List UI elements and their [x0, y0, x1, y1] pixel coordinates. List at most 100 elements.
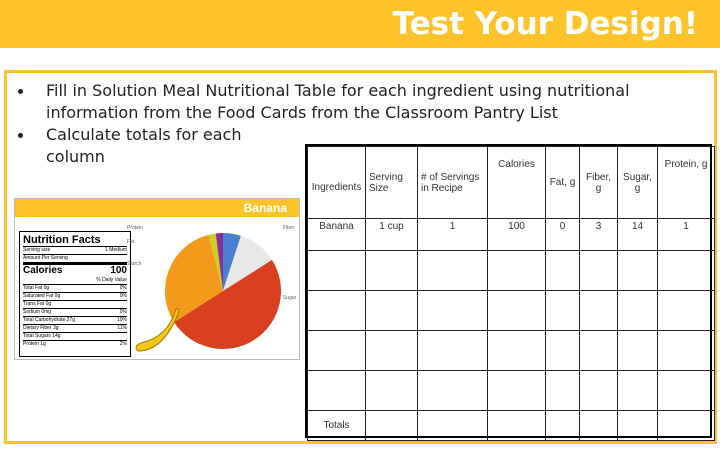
empty-cell[interactable]	[365, 330, 418, 371]
empty-cell[interactable]	[657, 330, 715, 371]
empty-cell[interactable]	[487, 290, 546, 331]
empty-cell[interactable]	[617, 410, 658, 441]
empty-cell[interactable]	[617, 370, 658, 411]
pie-slice-protein	[223, 233, 241, 291]
empty-cell[interactable]	[417, 290, 488, 331]
pie-label-protein: Protein	[127, 225, 143, 231]
cell-calories[interactable]: 100	[487, 218, 546, 251]
empty-cell[interactable]	[617, 290, 658, 331]
cell-fiber[interactable]: 3	[579, 218, 618, 251]
empty-cell[interactable]	[365, 370, 418, 411]
table-row	[307, 370, 715, 411]
pie-slice-fat	[208, 233, 223, 291]
table-row	[307, 330, 715, 371]
empty-cell[interactable]	[365, 250, 418, 291]
nutrient-label: Total Carbohydrate 27g	[23, 317, 75, 323]
header-bar: Test Your Design!	[0, 0, 720, 48]
nutrition-facts-heading: Nutrition Facts	[23, 234, 127, 247]
nutrient-value: 11%	[117, 325, 127, 331]
pie-label-fat: Fat	[127, 239, 135, 245]
empty-cell[interactable]	[487, 250, 546, 291]
cell-servings[interactable]: 1	[417, 218, 488, 251]
nutrient-rows: Total Fat 0g 0% Saturated Fat 0g 0% Trans Fa…	[23, 284, 127, 348]
nutrition-facts-label: Nutrition Facts Serving size 1 Medium Am…	[19, 231, 131, 357]
cell-fat[interactable]: 0	[545, 218, 580, 251]
empty-cell[interactable]	[417, 250, 488, 291]
table-row	[307, 290, 715, 331]
empty-cell[interactable]	[579, 330, 618, 371]
cell-protein[interactable]: 1	[657, 218, 715, 251]
empty-cell[interactable]	[365, 290, 418, 331]
content-frame	[4, 70, 717, 444]
empty-cell[interactable]	[579, 290, 618, 331]
empty-cell[interactable]	[579, 370, 618, 411]
cell-sugar[interactable]: 14	[617, 218, 658, 251]
pie-slice-starch	[165, 234, 223, 323]
nutrient-value: 2%	[119, 341, 127, 347]
cell-serving-size[interactable]: 1 cup	[365, 218, 418, 251]
col-calories: Calories	[487, 146, 546, 219]
empty-cell[interactable]	[307, 330, 366, 371]
empty-cell[interactable]	[545, 250, 580, 291]
empty-cell[interactable]	[545, 290, 580, 331]
food-card-title: Banana	[243, 201, 287, 215]
empty-cell[interactable]	[545, 370, 580, 411]
empty-cell[interactable]	[487, 330, 546, 371]
nutrient-label: Total Fat 0g	[23, 285, 50, 291]
empty-cell[interactable]	[487, 370, 546, 411]
empty-cell[interactable]	[417, 330, 488, 371]
nutrient-value: 0%	[119, 309, 127, 315]
pie-slice-other	[215, 233, 223, 291]
totals-row: Totals	[307, 410, 715, 441]
instruction-item: Calculate totals for each column	[14, 124, 284, 168]
amount-label: Amount Per Serving	[23, 255, 68, 261]
pie-slice-fiber	[223, 235, 272, 291]
empty-cell[interactable]	[417, 370, 488, 411]
empty-cell[interactable]	[307, 370, 366, 411]
empty-cell[interactable]	[545, 410, 580, 441]
nutrition-table: Ingredients Serving Size # of Servings i…	[305, 144, 715, 441]
col-fiber: Fiber, g	[579, 146, 618, 219]
serving-size-value: 1 Medium	[105, 247, 127, 253]
empty-cell[interactable]	[657, 410, 715, 441]
empty-cell[interactable]	[307, 250, 366, 291]
table-row: Banana 1 cup 1 100 0 3 14 1	[307, 218, 715, 251]
calories-row: Calories 100	[23, 262, 127, 277]
empty-cell[interactable]	[417, 410, 488, 441]
empty-cell[interactable]	[617, 250, 658, 291]
empty-cell[interactable]	[545, 330, 580, 371]
divider	[23, 254, 127, 255]
calories-value: 100	[110, 265, 127, 276]
banana-icon	[135, 308, 180, 352]
nutrient-label: Total Sugars 14g	[23, 333, 61, 339]
empty-cell[interactable]	[307, 290, 366, 331]
amount-row: Amount Per Serving	[23, 255, 127, 262]
empty-cell[interactable]	[487, 410, 546, 441]
nutrient-row: Protein 1g 2%	[23, 340, 127, 348]
dv-row: % Daily Value	[23, 277, 127, 284]
cell-ingredient[interactable]: Banana	[307, 218, 366, 251]
nutrient-value: 0%	[119, 293, 127, 299]
empty-cell[interactable]	[365, 410, 418, 441]
nutrient-label: Saturated Fat 0g	[23, 293, 61, 299]
banana-food-card: Banana Nutrition Facts Serving size 1 Me…	[14, 198, 300, 360]
serving-size-label: Serving size	[23, 247, 51, 253]
nutrient-row: Sodium 0mg 0%	[23, 308, 127, 316]
totals-label: Totals	[307, 410, 366, 441]
nutrient-pie-chart	[135, 233, 281, 352]
pie-label-sugar: Sugar	[283, 295, 297, 301]
empty-cell[interactable]	[657, 290, 715, 331]
page-title: Test Your Design!	[392, 6, 698, 42]
empty-cell[interactable]	[617, 330, 658, 371]
table-header-row: Ingredients Serving Size # of Servings i…	[307, 146, 715, 219]
calories-label: Calories	[23, 265, 63, 276]
serving-size-row: Serving size 1 Medium	[23, 247, 127, 254]
empty-cell[interactable]	[579, 410, 618, 441]
nutrient-value: 10%	[116, 317, 127, 323]
empty-cell[interactable]	[657, 250, 715, 291]
nutrient-label: Trans Fat 0g	[23, 301, 52, 307]
empty-cell[interactable]	[657, 370, 715, 411]
nutrient-row: Dietary Fiber 3g 11%	[23, 324, 127, 332]
table-row	[307, 250, 715, 291]
empty-cell[interactable]	[579, 250, 618, 291]
